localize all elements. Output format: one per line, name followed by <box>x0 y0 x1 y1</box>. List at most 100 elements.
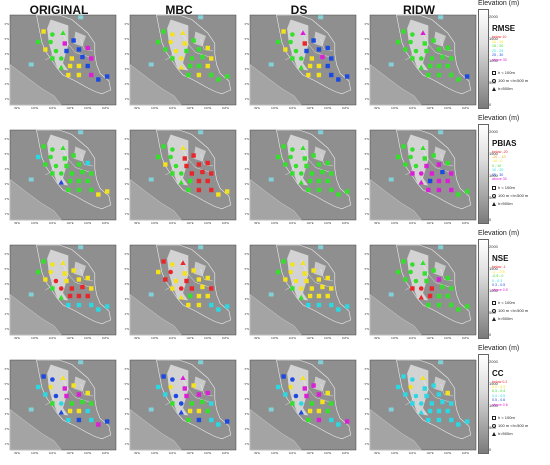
coastal-marker <box>388 292 394 297</box>
map-svg: 6°N 5°N 4°N 3°N 2°N 1°N 99°E 100°E 101°E 102°E 103… <box>125 359 237 455</box>
lat-tick-label: 4°N <box>5 167 9 171</box>
station-marker <box>163 162 168 167</box>
station-marker <box>50 32 55 37</box>
station-marker <box>329 417 334 423</box>
lon-tick-label: 102°E <box>187 451 194 455</box>
shape-legend-item: 100 m <h<500 m <box>492 78 528 83</box>
elevation-colorbar <box>478 354 489 454</box>
station-marker <box>209 302 214 308</box>
station-marker <box>209 187 214 193</box>
station-marker <box>307 408 313 414</box>
lat-tick-label: 3°N <box>125 67 129 71</box>
lat-tick-label: 5°N <box>245 267 249 271</box>
metric-title: PBIAS <box>492 139 517 148</box>
river-line <box>421 374 450 403</box>
station-marker <box>316 178 322 184</box>
station-marker <box>205 178 210 184</box>
lon-tick-label: 99°E <box>374 106 380 110</box>
lat-tick-label: 2°N <box>5 197 9 201</box>
station-marker <box>64 278 69 284</box>
station-marker <box>64 163 69 169</box>
station-marker <box>316 187 322 193</box>
map-panel-cc-ridw: 6°N 5°N 4°N 3°N 2°N 1°N 99°E 100°E 101°E 102°E 103… <box>360 357 478 461</box>
shape-legend-item: h < 100m <box>492 300 515 305</box>
lon-tick-label: 101°E <box>169 106 176 110</box>
colorbar-tick-label: 0 <box>489 102 492 107</box>
station-marker <box>178 171 184 176</box>
colorbar-tick-label: 2000 <box>489 359 498 364</box>
station-marker <box>67 63 73 69</box>
station-marker <box>440 284 445 290</box>
coastal-marker <box>78 360 84 365</box>
station-marker <box>311 383 316 388</box>
shape-legend-label: 100 m <h<500 m <box>498 193 529 198</box>
station-marker <box>307 178 313 184</box>
station-marker <box>311 38 316 43</box>
station-marker <box>170 401 175 406</box>
lat-tick-label: 4°N <box>5 282 9 286</box>
station-marker <box>418 171 424 176</box>
station-marker <box>288 384 293 390</box>
station-marker <box>436 392 442 397</box>
lat-tick-label: 2°N <box>125 312 129 316</box>
station-marker <box>309 401 315 406</box>
station-marker <box>196 392 202 397</box>
station-marker <box>187 178 193 184</box>
lon-tick-label: 102°E <box>427 336 434 340</box>
highland-relief <box>73 31 86 47</box>
colorbar-tick-label: 0 <box>489 447 492 452</box>
station-marker <box>436 293 442 299</box>
station-marker <box>69 401 75 406</box>
station-marker <box>288 154 293 160</box>
station-marker <box>298 401 304 406</box>
station-marker <box>182 41 187 46</box>
lon-tick-label: 100°E <box>271 336 278 340</box>
station-marker <box>76 293 82 299</box>
station-marker <box>410 401 415 406</box>
station-marker <box>316 162 322 167</box>
river-line <box>440 383 454 397</box>
station-marker <box>85 275 90 281</box>
station-marker <box>298 64 304 70</box>
station-marker <box>196 293 202 299</box>
class-legend-item: -0.5 - 0 <box>492 274 504 278</box>
station-marker <box>429 401 435 406</box>
lat-tick-label: 3°N <box>245 412 249 416</box>
station-marker <box>89 417 94 423</box>
square-icon <box>492 300 496 305</box>
station-marker <box>410 147 415 152</box>
station-marker <box>325 178 330 184</box>
station-marker <box>420 30 426 35</box>
lon-tick-label: 100°E <box>391 106 398 110</box>
lon-tick-label: 103°E <box>324 336 331 340</box>
station-marker <box>422 156 427 161</box>
station-marker <box>196 72 202 78</box>
class-legend-item: 0.4 - 0.5 <box>492 393 506 398</box>
station-marker <box>429 171 435 176</box>
lon-tick-label: 102°E <box>67 336 74 340</box>
station-marker <box>290 262 295 267</box>
sumatra-landmass <box>9 294 62 336</box>
lon-tick-label: 102°E <box>307 106 314 110</box>
colorbar-tick-label: 1000 <box>489 288 498 293</box>
lat-tick-label: 6°N <box>5 367 9 371</box>
river-line <box>320 268 334 282</box>
station-marker <box>76 162 82 167</box>
lat-tick-label: 6°N <box>125 252 129 256</box>
class-legend-item: below -1 <box>492 265 506 269</box>
station-marker <box>436 277 442 282</box>
lon-tick-label: 102°E <box>427 451 434 455</box>
station-marker <box>410 32 415 37</box>
coastal-marker <box>268 62 274 67</box>
station-marker <box>85 63 90 69</box>
lon-tick-label: 100°E <box>271 221 278 225</box>
station-marker <box>173 278 179 284</box>
lon-tick-label: 104°E <box>462 106 469 110</box>
metric-title: RMSE <box>492 24 516 33</box>
station-marker <box>67 178 73 184</box>
colorbar-tick-label: 500 <box>489 195 496 200</box>
station-marker <box>403 162 408 167</box>
lat-tick-label: 5°N <box>5 267 9 271</box>
station-marker <box>336 307 341 312</box>
station-marker <box>89 302 94 308</box>
